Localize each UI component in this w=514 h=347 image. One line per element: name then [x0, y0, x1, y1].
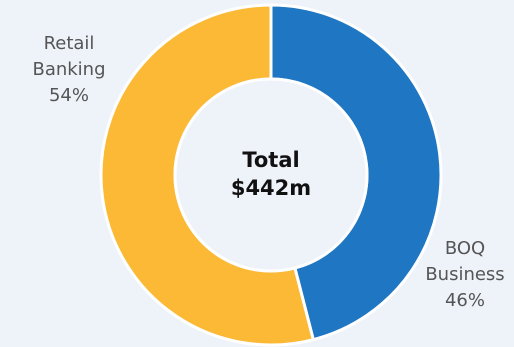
center-total-label: Total $442m	[201, 146, 341, 202]
boq-business-label: BOQ Business 46%	[410, 236, 514, 314]
retail-banking-label-line1: Retail	[43, 33, 95, 54]
donut-hole	[173, 77, 369, 273]
boq-business-percent: 46%	[444, 290, 485, 311]
retail-banking-label: Retail Banking 54%	[14, 31, 124, 109]
retail-banking-percent: 54%	[48, 85, 89, 106]
boq-business-label-line1: BOQ	[444, 238, 486, 259]
center-total-value: $442m	[230, 176, 312, 200]
center-total-title: Total	[242, 148, 300, 172]
boq-business-label-line2: Business	[425, 264, 505, 285]
retail-banking-label-line2: Banking	[32, 59, 106, 80]
